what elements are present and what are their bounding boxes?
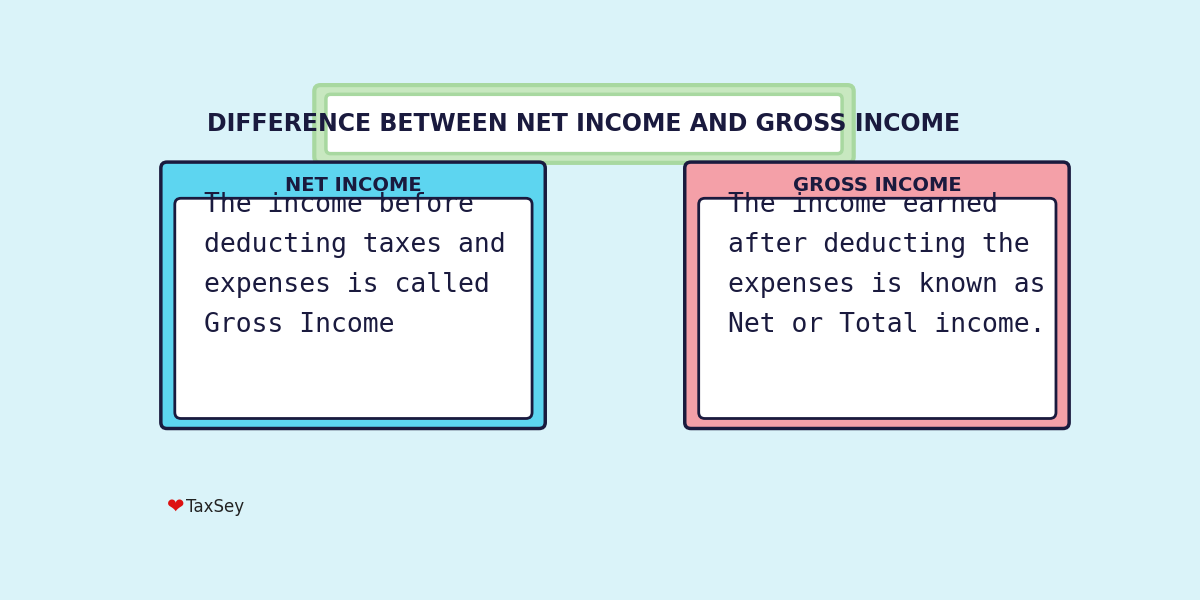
Text: NET INCOME: NET INCOME (284, 176, 421, 194)
Text: The income before
deducting taxes and
expenses is called
Gross Income: The income before deducting taxes and ex… (204, 191, 506, 337)
Text: The income earned
after deducting the
expenses is known as
Net or Total income.: The income earned after deducting the ex… (728, 191, 1045, 337)
FancyBboxPatch shape (698, 198, 1056, 419)
FancyBboxPatch shape (161, 162, 545, 428)
Text: DIFFERENCE BETWEEN NET INCOME AND GROSS INCOME: DIFFERENCE BETWEEN NET INCOME AND GROSS … (208, 112, 960, 136)
FancyBboxPatch shape (685, 162, 1069, 428)
FancyBboxPatch shape (326, 94, 842, 154)
FancyBboxPatch shape (314, 85, 853, 163)
Text: GROSS INCOME: GROSS INCOME (793, 176, 961, 194)
FancyBboxPatch shape (175, 198, 532, 419)
Text: TaxSey: TaxSey (186, 498, 244, 516)
Text: ❤: ❤ (167, 497, 185, 517)
